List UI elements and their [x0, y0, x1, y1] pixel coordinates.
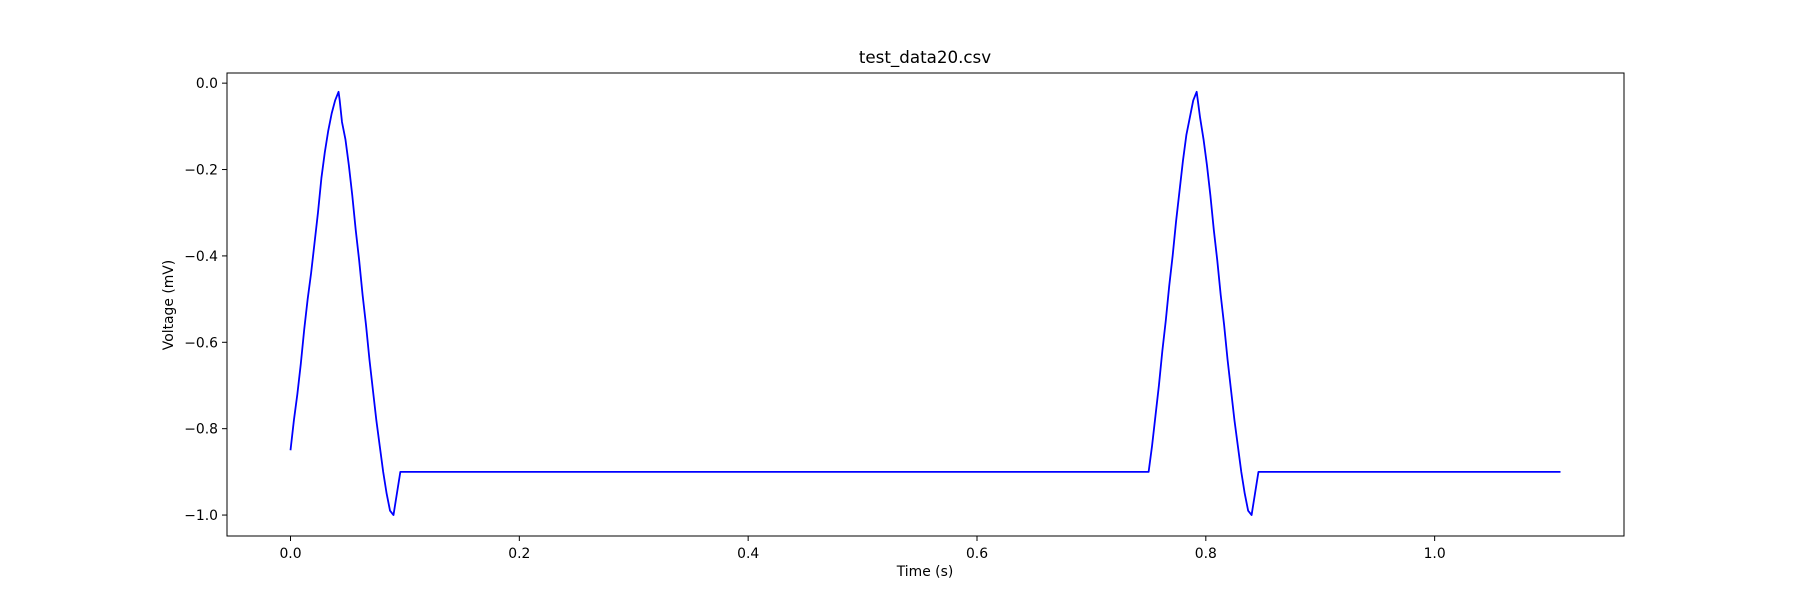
- x-tick-label: 1.0: [1424, 546, 1446, 562]
- x-tick-label: 0.2: [508, 546, 530, 562]
- y-tick-label: −0.8: [184, 422, 218, 438]
- y-tick-label: −0.2: [184, 163, 218, 179]
- x-axis-label: Time (s): [896, 564, 954, 580]
- x-axis-ticks: 0.0 0.2 0.4 0.6 0.8 1.0: [279, 536, 1446, 562]
- y-tick-label: −0.6: [184, 335, 218, 351]
- x-tick-label: 0.4: [737, 546, 759, 562]
- series-line-voltage: [289, 90, 1561, 516]
- x-tick-label: 0.0: [279, 546, 301, 562]
- plot-area: 0.0 0.2 0.4 0.6 0.8 1.0 0.0 −0.2 −0.4 −0.6 −0.8 −1…: [184, 72, 1625, 562]
- y-tick-label: 0.0: [196, 76, 218, 92]
- y-axis-label: Voltage (mV): [161, 260, 177, 350]
- y-tick-label: −1.0: [184, 508, 218, 524]
- axes-frame: [226, 72, 1625, 537]
- x-tick-label: 0.6: [966, 546, 988, 562]
- y-tick-label: −0.4: [184, 249, 218, 265]
- y-axis-ticks: 0.0 −0.2 −0.4 −0.6 −0.8 −1.0: [184, 76, 227, 524]
- chart-title: test_data20.csv: [859, 47, 991, 68]
- x-tick-label: 0.8: [1195, 546, 1217, 562]
